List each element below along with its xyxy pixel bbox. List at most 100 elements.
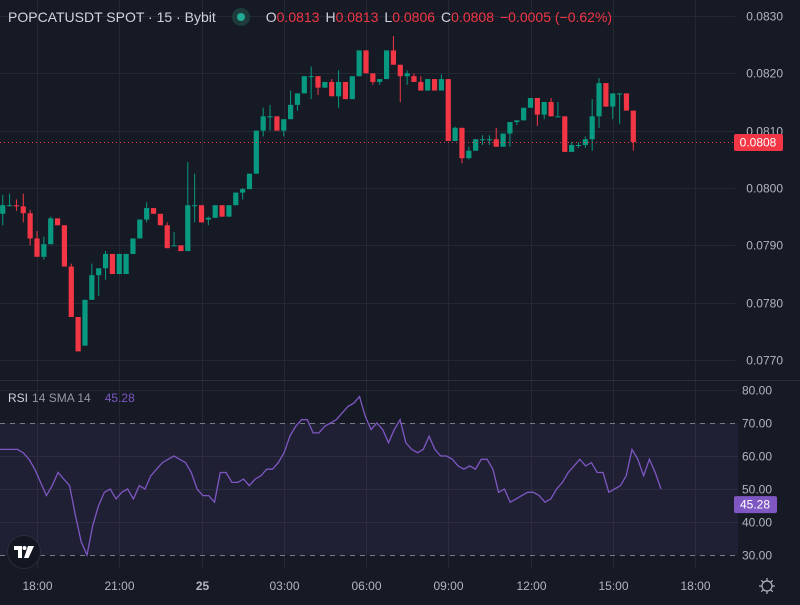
gear-icon[interactable] — [758, 577, 776, 595]
candle[interactable] — [390, 36, 397, 65]
candle[interactable] — [630, 110, 636, 151]
candle[interactable] — [82, 299, 88, 346]
candle[interactable] — [383, 50, 390, 80]
candle[interactable] — [507, 122, 513, 147]
candle[interactable] — [6, 193, 13, 207]
candle[interactable] — [500, 133, 506, 147]
candle[interactable] — [41, 236, 47, 260]
market-open-dot-icon[interactable] — [231, 8, 250, 26]
candle[interactable] — [404, 70, 410, 85]
candle[interactable] — [582, 136, 588, 148]
candle[interactable] — [198, 205, 205, 223]
rsi-axis[interactable]: 80.00 70.00 60.00 50.00 40.00 30.00 — [742, 384, 772, 563]
candle[interactable] — [514, 120, 520, 125]
candle[interactable] — [356, 50, 362, 77]
candle[interactable] — [102, 251, 109, 280]
candle[interactable] — [288, 90, 294, 120]
candle[interactable] — [116, 253, 122, 274]
candle[interactable] — [555, 102, 561, 118]
candle[interactable] — [219, 205, 225, 217]
candle[interactable] — [109, 253, 115, 274]
candle[interactable] — [575, 142, 582, 148]
candle[interactable] — [617, 93, 623, 124]
candle[interactable] — [301, 76, 307, 94]
candle[interactable] — [342, 81, 349, 100]
candle[interactable] — [246, 173, 253, 190]
candle[interactable] — [541, 102, 547, 120]
candle[interactable] — [130, 238, 136, 254]
candle[interactable] — [157, 213, 163, 226]
candle[interactable] — [569, 142, 575, 152]
candle[interactable] — [315, 76, 321, 96]
candle[interactable] — [123, 253, 129, 274]
candle[interactable] — [178, 245, 184, 252]
candle[interactable] — [603, 83, 609, 107]
candle[interactable] — [192, 173, 198, 223]
candle[interactable] — [329, 79, 335, 97]
candle[interactable] — [89, 263, 95, 300]
candle[interactable] — [294, 93, 301, 111]
candle[interactable] — [281, 119, 287, 137]
candle[interactable] — [164, 222, 170, 249]
candle[interactable] — [466, 146, 472, 160]
candle[interactable] — [226, 205, 232, 217]
candle[interactable] — [363, 50, 369, 74]
candle[interactable] — [48, 216, 54, 245]
tradingview-logo-icon[interactable] — [7, 535, 41, 569]
candle[interactable] — [274, 116, 280, 131]
candle[interactable] — [34, 231, 40, 257]
candle[interactable] — [185, 162, 191, 252]
candle[interactable] — [20, 193, 26, 223]
candle[interactable] — [610, 93, 616, 120]
candle[interactable] — [596, 77, 602, 128]
candle[interactable] — [240, 188, 246, 200]
candle[interactable] — [54, 218, 61, 226]
candle[interactable] — [397, 64, 403, 102]
candle[interactable] — [171, 232, 177, 247]
candle[interactable] — [623, 93, 630, 111]
candle[interactable] — [562, 116, 568, 152]
candle[interactable] — [233, 192, 239, 206]
candle[interactable] — [370, 73, 376, 85]
candle[interactable] — [459, 127, 465, 164]
rsi-legend[interactable]: RSI 14 SMA 14 45.28 — [8, 391, 135, 405]
candle[interactable] — [308, 66, 314, 100]
candle[interactable] — [27, 209, 33, 246]
symbol-legend[interactable]: POPCATUSDT SPOT · 15 · Bybit O 0.0813 H 0.… — [8, 8, 612, 26]
candle[interactable] — [144, 202, 150, 223]
candle[interactable] — [150, 208, 157, 214]
symbol-title[interactable]: POPCATUSDT SPOT · 15 · Bybit — [8, 9, 216, 25]
candlestick-series[interactable] — [0, 36, 636, 352]
candle[interactable] — [418, 76, 424, 91]
time-axis[interactable]: 18:00 21:00 25 03:00 06:00 09:00 12:00 15:00 18:… — [22, 579, 710, 593]
candle[interactable] — [548, 97, 554, 117]
candle[interactable] — [349, 76, 355, 100]
candle[interactable] — [445, 79, 451, 141]
candle[interactable] — [377, 79, 383, 85]
candle[interactable] — [267, 104, 273, 131]
candle[interactable] — [137, 219, 143, 239]
candle[interactable] — [486, 135, 492, 145]
candle[interactable] — [322, 81, 328, 88]
candle[interactable] — [534, 97, 540, 127]
candle[interactable] — [527, 97, 534, 108]
candle[interactable] — [452, 126, 458, 141]
candle[interactable] — [205, 216, 211, 226]
candle[interactable] — [61, 225, 68, 267]
candle[interactable] — [411, 73, 417, 82]
candle[interactable] — [335, 70, 342, 108]
rsi-line[interactable] — [0, 395, 662, 558]
candle[interactable] — [0, 194, 6, 226]
candle[interactable] — [253, 130, 259, 174]
candle[interactable] — [473, 139, 479, 151]
candle[interactable] — [68, 263, 74, 317]
candle[interactable] — [425, 79, 431, 91]
candle[interactable] — [212, 205, 218, 218]
candle[interactable] — [260, 107, 266, 137]
candle[interactable] — [431, 79, 438, 91]
candle[interactable] — [438, 74, 444, 91]
price-axis[interactable]: 0.08300.08200.08100.08000.07900.07800.07… — [746, 10, 783, 368]
candle[interactable] — [75, 317, 81, 352]
